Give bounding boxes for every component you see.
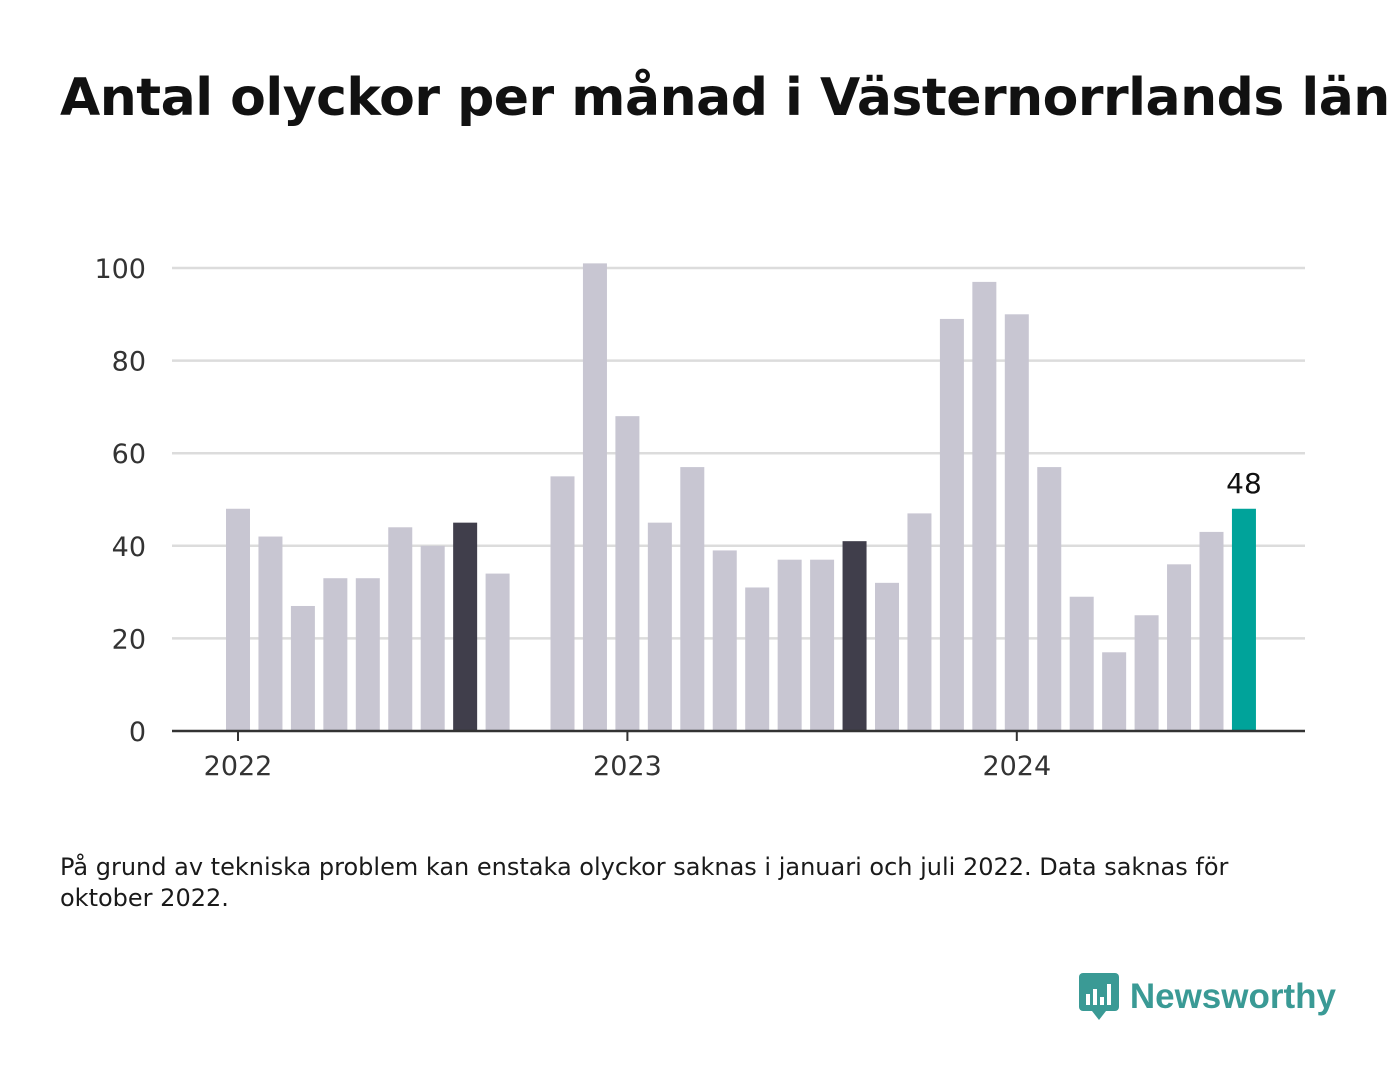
y-tick-label: 60 [112, 439, 146, 470]
newsworthy-logo-icon [1078, 973, 1119, 1020]
bar-2022-04 [323, 578, 348, 731]
bar-2023-12 [972, 281, 997, 731]
x-tick-label: 2022 [204, 751, 273, 782]
bar-2024-03 [1069, 596, 1094, 731]
bar-chart: 0 20 40 60 80 100 2022 2023 2024 48 [94, 254, 1305, 782]
bar-2022-06 [388, 527, 413, 731]
bar-2024-06 [1167, 564, 1192, 731]
bar-2023-04 [712, 550, 737, 731]
y-tick-label: 0 [129, 717, 146, 748]
bar-2022-05 [355, 578, 380, 731]
bar-2023-05 [745, 587, 770, 731]
y-tick-label: 100 [94, 254, 146, 285]
bar-2024-04 [1102, 652, 1127, 731]
bar-2022-12 [582, 263, 607, 731]
bar-2022-08 [453, 522, 478, 731]
bar-2022-11 [550, 476, 575, 731]
footnote: På grund av tekniska problem kan enstaka… [60, 853, 1229, 912]
y-tick-label: 20 [112, 624, 146, 655]
bar-2024-02 [1037, 467, 1062, 731]
bar-2023-08 [842, 541, 867, 731]
bar-2023-03 [680, 467, 705, 731]
bar-2023-09 [875, 582, 899, 731]
bar-2023-11 [939, 318, 964, 731]
bar-2024-08 [1231, 508, 1256, 731]
y-tick-label: 80 [112, 347, 146, 378]
bar-2022-07 [420, 545, 445, 731]
x-tick-label: 2023 [593, 751, 662, 782]
brand-logo: Newsworthy [1078, 972, 1336, 1022]
bar-2024-07 [1199, 531, 1224, 731]
bar-2023-10 [907, 513, 932, 731]
bar-2023-06 [777, 559, 802, 731]
bar-2023-02 [647, 522, 672, 731]
bar-2024-05 [1134, 615, 1159, 731]
bar-2022-03 [290, 605, 315, 731]
y-tick-label: 40 [112, 532, 146, 563]
bar-2022-02 [258, 536, 283, 731]
bar-2024-01 [1004, 314, 1029, 731]
bar-2022-01 [226, 508, 250, 731]
bar-2022-09 [485, 573, 510, 731]
bar-2023-07 [810, 559, 835, 731]
x-tick-label: 2024 [982, 751, 1051, 782]
bar-2023-01 [615, 416, 640, 731]
chart-title: Antal olyckor per månad i Västernorrland… [60, 68, 1390, 128]
data-label: 48 [1226, 467, 1262, 500]
labels: 0 20 40 60 80 100 2022 2023 2024 48 [94, 254, 1261, 782]
axes [172, 729, 1305, 741]
brand-name: Newsworthy [1129, 977, 1336, 1016]
bars [226, 263, 1256, 731]
